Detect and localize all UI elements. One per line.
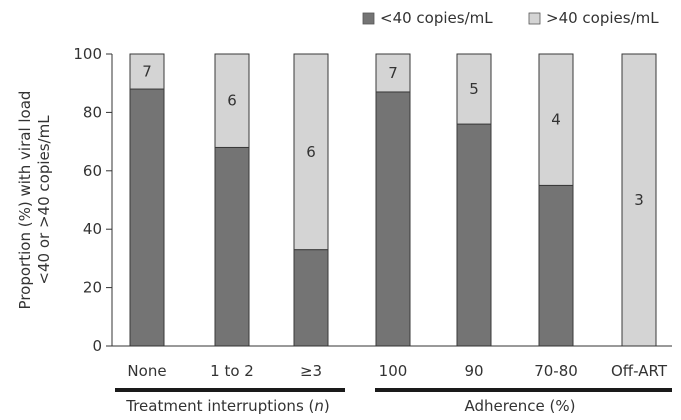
bar-segment [129, 53, 165, 90]
x-tick-label: None [127, 362, 166, 380]
x-tick-label: 100 [379, 362, 408, 380]
bar-segment-label: 7 [388, 64, 398, 82]
bar-segment [456, 123, 492, 347]
group-label: Treatment interruptions (n) [125, 397, 330, 415]
y-axis-title-line: <40 or >40 copies/mL [35, 115, 53, 285]
bar-segment-label: 3 [634, 191, 644, 209]
y-axis-title: Proportion (%) with viral load <40 or >40… [16, 91, 53, 310]
bar-segment-label: 5 [469, 80, 479, 98]
y-tick-label: 80 [83, 103, 102, 121]
group-label-part: Adherence (%) [464, 397, 575, 415]
category-groups: Treatment interruptions (n) Adherence (%) [115, 388, 672, 415]
y-axis: 0 20 40 60 80 100 [73, 45, 113, 355]
bar-segment-label: 6 [227, 92, 237, 110]
x-tick-label: ≥3 [300, 362, 322, 380]
bars: 7 6 6 7 5 4 3 [129, 53, 657, 347]
bar-segment [538, 184, 574, 347]
y-tick-label: 40 [83, 220, 102, 238]
x-axis: None 1 to 2 ≥3 100 90 70-80 Off-ART [112, 345, 672, 380]
y-tick-label: 20 [83, 279, 102, 297]
bar-segment-label: 4 [551, 111, 561, 129]
x-tick-label: 1 to 2 [210, 362, 254, 380]
x-tick-label: Off-ART [611, 362, 668, 380]
group-label-part: n [314, 397, 324, 415]
y-axis-title-group: Proportion (%) with viral load <40 or >40… [16, 91, 53, 310]
bar-segment [214, 146, 250, 347]
bar-segment-label: 7 [142, 63, 152, 81]
y-tick-label: 100 [73, 45, 102, 63]
bar-segment [214, 53, 250, 148]
legend: <40 copies/mL >40 copies/mL [362, 9, 659, 27]
legend-label-1: >40 copies/mL [546, 9, 659, 27]
group-label: Adherence (%) [464, 397, 575, 415]
legend-label-0: <40 copies/mL [380, 9, 493, 27]
bar-segment [375, 91, 411, 347]
bar-segment [621, 53, 657, 347]
bar-segment [456, 53, 492, 125]
y-axis-title-line: Proportion (%) with viral load [16, 91, 34, 310]
y-tick-label: 60 [83, 162, 102, 180]
bar-segment-label: 6 [306, 143, 316, 161]
bar-segment [293, 249, 329, 347]
legend-swatch-0 [362, 12, 375, 25]
legend-swatch-1 [528, 12, 541, 25]
x-tick-label: 90 [464, 362, 483, 380]
bar-segment [538, 53, 574, 186]
group-label-part: Treatment interruptions ( [125, 397, 314, 415]
x-tick-label: 70-80 [534, 362, 578, 380]
bar-segment [293, 53, 329, 251]
bar-segment [375, 53, 411, 93]
bar-segment [129, 88, 165, 347]
y-tick-label: 0 [92, 337, 102, 355]
group-label-part: ) [324, 397, 330, 415]
